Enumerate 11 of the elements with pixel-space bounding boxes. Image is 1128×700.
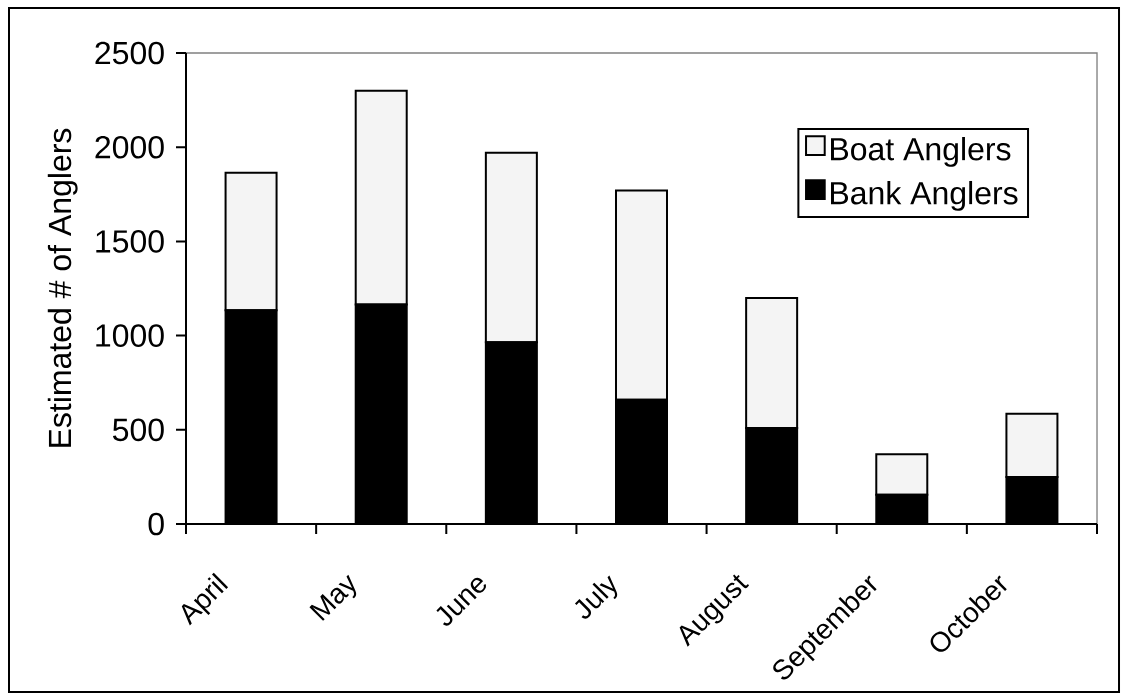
x-tick-label: July — [575, 575, 618, 619]
legend-label: Boat Anglers — [831, 136, 1011, 167]
y-tick-label: 0 — [148, 512, 164, 536]
y-tick-label: 1000 — [96, 324, 164, 347]
y-tick-label: 1500 — [96, 230, 164, 253]
y-tick-label: 2000 — [95, 135, 164, 159]
y-tick-label: 500 — [112, 418, 164, 442]
legend-label: Bank Anglers — [831, 180, 1018, 211]
y-tick-label: 2500 — [95, 41, 164, 65]
y-axis-title: Estimated # of Anglers — [47, 128, 78, 447]
x-tick-label: May — [309, 574, 357, 621]
